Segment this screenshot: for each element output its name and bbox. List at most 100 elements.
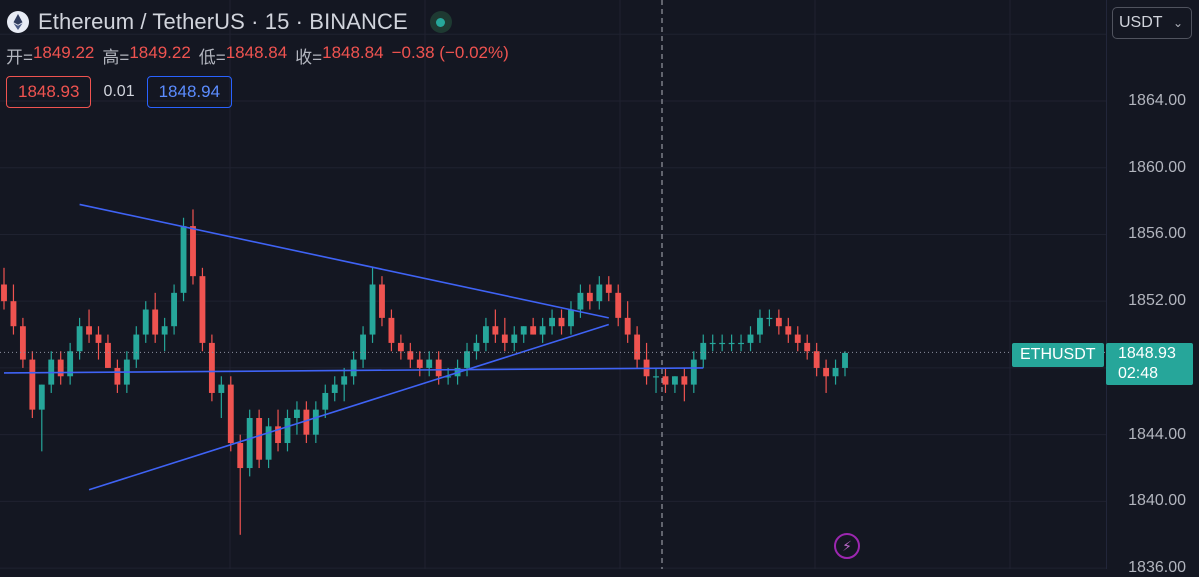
candle xyxy=(1,267,7,310)
candle xyxy=(369,267,376,343)
trendline-support xyxy=(3,367,704,374)
currency-select[interactable]: USDT ⌄ xyxy=(1112,7,1192,39)
candle-body xyxy=(813,351,820,368)
candle-body xyxy=(435,359,442,377)
buy-button[interactable]: 1848.94 xyxy=(146,76,233,108)
candle-body xyxy=(105,342,111,368)
last-price-tag: 1848.93 02:48 xyxy=(1106,343,1193,385)
candle-body xyxy=(152,309,159,335)
candle xyxy=(813,342,820,377)
low-value: 1848.84 xyxy=(225,43,288,62)
candle xyxy=(690,351,697,393)
price-tick-label: 1840.00 xyxy=(1128,492,1186,510)
candle xyxy=(76,317,83,360)
candle xyxy=(180,217,187,302)
candle xyxy=(303,401,310,444)
candle-body xyxy=(615,292,622,318)
candle-body xyxy=(501,334,508,343)
price-axis[interactable]: 1868.001864.001860.001856.001852.001848.… xyxy=(1106,0,1199,576)
candle xyxy=(785,317,792,343)
candle xyxy=(114,359,121,393)
candle-body xyxy=(530,326,537,335)
candle-body xyxy=(95,334,102,343)
candle-body xyxy=(161,326,168,335)
candle xyxy=(662,367,669,393)
sell-button[interactable]: 1848.93 xyxy=(6,76,92,108)
candle xyxy=(747,326,754,352)
symbol-price-tag: ETHUSDT xyxy=(1012,343,1104,367)
candle-body xyxy=(1,284,7,302)
candle-body xyxy=(700,342,707,360)
candle xyxy=(766,309,773,327)
ethereum-logo-icon xyxy=(7,11,29,33)
candle xyxy=(700,334,707,368)
candle xyxy=(95,326,102,360)
lightning-icon[interactable]: ⚡ xyxy=(834,533,860,559)
candle xyxy=(823,359,830,393)
market-open-status-icon xyxy=(429,11,452,33)
candle xyxy=(161,317,168,352)
candle-body xyxy=(265,426,272,460)
candle-body xyxy=(738,342,744,345)
candle-body xyxy=(379,284,385,318)
candle-body xyxy=(568,309,574,327)
candle-body xyxy=(842,352,848,368)
candle-body xyxy=(728,342,735,345)
candle-body xyxy=(218,384,225,393)
candle xyxy=(142,301,149,343)
candle-body xyxy=(227,384,234,444)
candle xyxy=(341,367,348,402)
candle xyxy=(284,409,291,452)
candle-body xyxy=(275,426,281,444)
candlestick-chart[interactable] xyxy=(0,0,1106,569)
candle-body xyxy=(331,384,338,393)
candle-body xyxy=(539,326,546,335)
candle-body xyxy=(445,376,452,378)
grid xyxy=(0,0,1106,569)
open-value: 1849.22 xyxy=(32,43,95,62)
candle-body xyxy=(586,292,593,302)
candle xyxy=(105,334,111,368)
candle xyxy=(237,434,244,535)
candle xyxy=(728,334,735,352)
candle-body xyxy=(341,376,348,385)
candle xyxy=(738,334,744,352)
candle xyxy=(775,309,782,335)
trendlines[interactable] xyxy=(3,203,704,491)
candle xyxy=(360,326,367,368)
candle xyxy=(256,409,263,469)
candle-body xyxy=(709,342,716,345)
candle-body xyxy=(303,409,310,435)
candle-body xyxy=(492,326,499,335)
overlay-lines xyxy=(0,0,1106,569)
candle-body xyxy=(350,359,357,377)
candle-body xyxy=(785,326,792,335)
candle-body xyxy=(823,367,830,377)
candle xyxy=(19,317,26,368)
candle xyxy=(397,334,404,360)
open-label: 开= xyxy=(6,48,33,67)
candle xyxy=(208,334,215,402)
candle xyxy=(38,384,45,452)
candle-body xyxy=(624,317,631,335)
high-label: 高= xyxy=(102,48,130,67)
candle xyxy=(294,401,300,435)
candle xyxy=(568,301,574,335)
candle xyxy=(558,309,565,335)
price-tick-label: 1856.00 xyxy=(1128,225,1186,243)
candle xyxy=(57,351,64,385)
candle-body xyxy=(397,342,404,352)
candle-body xyxy=(10,301,17,327)
chevron-down-icon: ⌄ xyxy=(1172,16,1183,30)
candle-body xyxy=(38,384,45,410)
candle xyxy=(350,351,357,385)
candle xyxy=(246,409,253,477)
close-value: 1848.84 xyxy=(322,43,384,62)
candle xyxy=(757,309,763,343)
high-value: 1849.22 xyxy=(129,43,191,62)
chart-area[interactable] xyxy=(0,0,1106,569)
trendline-lower xyxy=(88,323,610,491)
candle-body xyxy=(171,292,178,327)
candle-body xyxy=(246,417,253,469)
candle xyxy=(501,317,508,352)
